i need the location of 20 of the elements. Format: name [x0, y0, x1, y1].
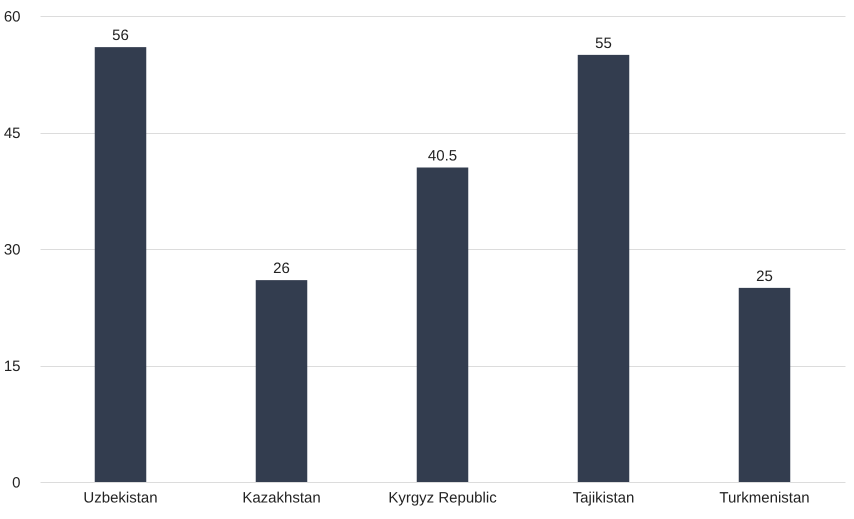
bar [94, 47, 146, 482]
data-label: 55 [595, 34, 612, 52]
x-tick-label: Kazakhstan [242, 490, 321, 506]
data-label: 25 [756, 268, 773, 285]
bar [738, 288, 790, 482]
bar [416, 167, 468, 482]
x-tick-label: Turkmenistan [719, 490, 810, 506]
y-tick-label: 60 [4, 8, 20, 26]
y-tick-label: 0 [12, 474, 20, 492]
y-tick-label: 45 [4, 125, 20, 142]
x-tick-label: Tajikistan [572, 490, 634, 506]
x-tick-label: Kyrgyz Republic [388, 490, 498, 506]
data-label: 56 [112, 27, 129, 44]
y-tick-label: 30 [4, 242, 20, 258]
data-label: 26 [273, 260, 290, 278]
bar [256, 280, 308, 482]
bar [578, 54, 630, 482]
y-tick-label: 15 [4, 358, 20, 375]
data-label: 40.5 [428, 147, 458, 164]
x-tick-label: Uzbekistan [83, 490, 158, 506]
